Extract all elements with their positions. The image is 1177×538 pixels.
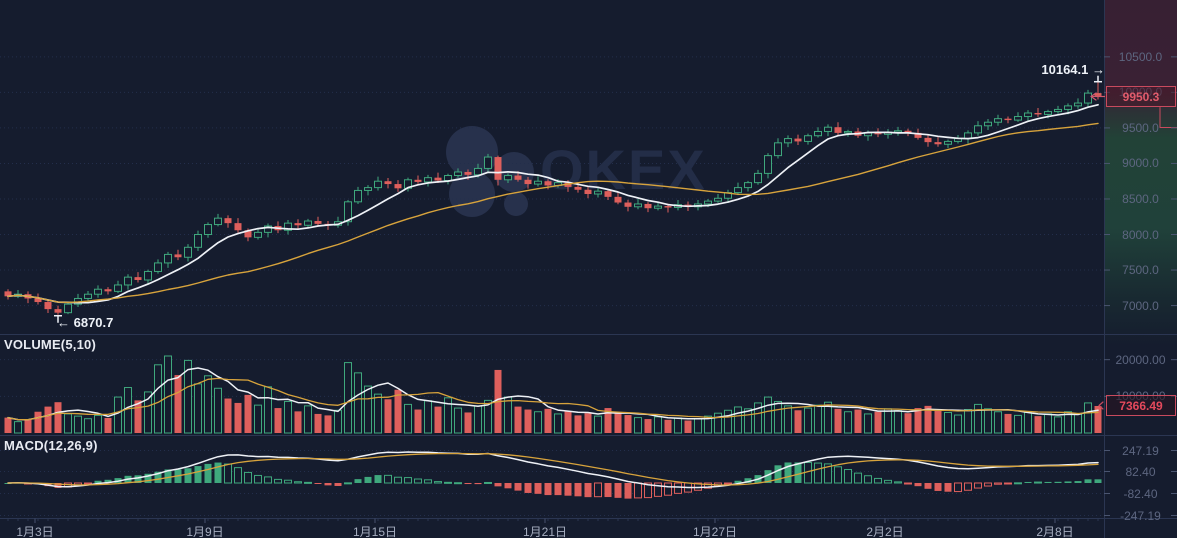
time-axis-label: 1月21日 — [522, 525, 568, 538]
time-axis-label: 1月27日 — [692, 525, 738, 538]
price-axis-label: 10500.0 — [1118, 49, 1163, 64]
macd-axis-label: 247.19 — [1122, 443, 1159, 458]
volume-axis[interactable]: 20000.0010000.00 — [1104, 335, 1177, 435]
last-volume-label: 7366.49 — [1106, 395, 1176, 416]
price-axis-label: 9000.0 — [1122, 156, 1159, 171]
price-axis[interactable]: 10500.010000.09500.09000.08500.08000.075… — [1104, 0, 1177, 334]
macd-axis-label: 82.40 — [1125, 464, 1156, 479]
macd-axis-label: -82.40 — [1123, 486, 1158, 501]
time-axis-label: 1月9日 — [186, 525, 224, 538]
price-axis-label: 7000.0 — [1122, 298, 1159, 313]
last-price-label: 9950.3 — [1106, 86, 1176, 107]
price-axis-label: 7500.0 — [1122, 263, 1159, 278]
price-axis-gradient — [1105, 0, 1177, 346]
price-axis-label: 8000.0 — [1122, 227, 1159, 242]
macd-axis[interactable]: 247.19 82.40 -82.40 -247.19 — [1104, 436, 1177, 523]
price-axis-label: 8500.0 — [1122, 191, 1159, 206]
time-axis-label: 2月2日 — [866, 525, 904, 538]
macd-axis-label: -247.19 — [1120, 508, 1161, 523]
macd-pane-title: MACD(12,26,9) — [4, 438, 98, 453]
volume-axis-label: 20000.00 — [1115, 352, 1166, 367]
time-axis-label: 1月15日 — [352, 525, 398, 538]
time-axis[interactable]: 1月3日 1月9日 1月15日 1月21日 1月27日 2月2日 2月8日 — [0, 518, 1104, 538]
lowest-price-annotation: ← 6870.7 — [57, 315, 114, 330]
time-axis-label: 1月3日 — [16, 525, 54, 538]
highest-price-annotation: 10164.1 → — [1041, 62, 1105, 77]
price-axis-label: 9500.0 — [1122, 120, 1159, 135]
volume-pane-title: VOLUME(5,10) — [4, 337, 96, 352]
time-axis-label: 2月8日 — [1036, 525, 1074, 538]
